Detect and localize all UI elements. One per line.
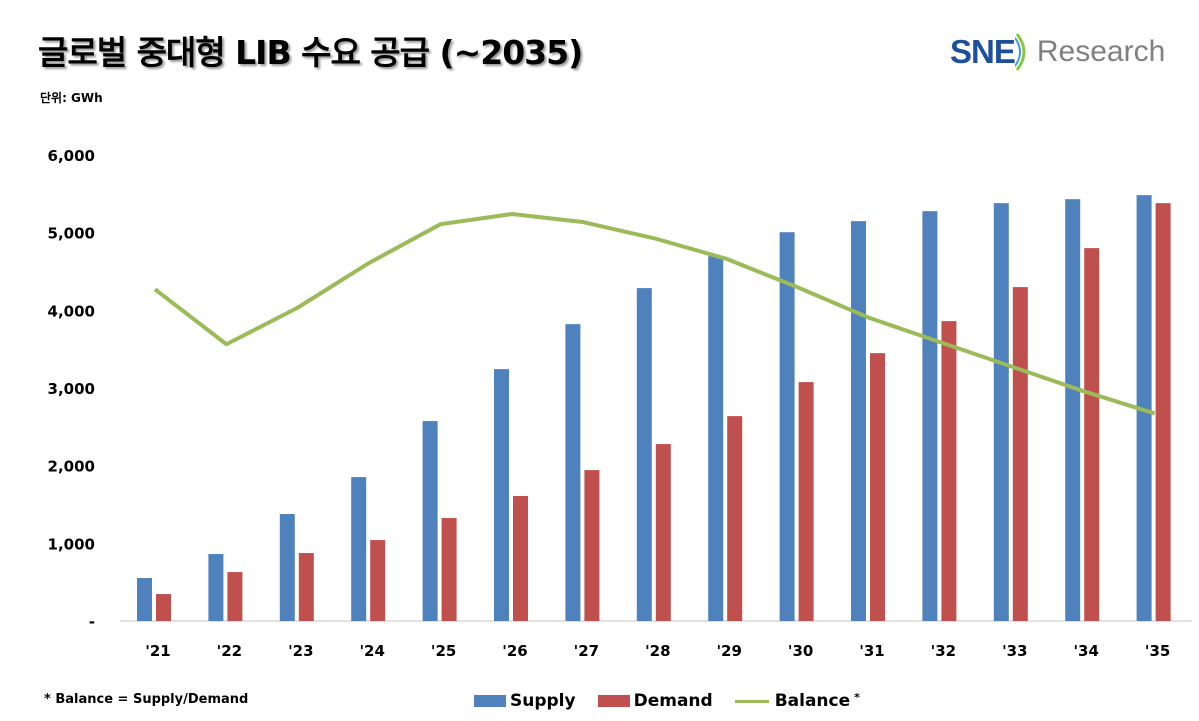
legend-swatch-demand bbox=[597, 695, 630, 707]
bar-supply bbox=[279, 514, 295, 621]
bar-supply bbox=[993, 203, 1009, 622]
bar-demand bbox=[156, 594, 171, 621]
legend-item-demand: Demand bbox=[597, 691, 713, 711]
footnote: * Balance = Supply/Demand bbox=[44, 692, 249, 707]
y-tick-label: 6,000 bbox=[48, 147, 95, 165]
x-tick-label: '29 bbox=[716, 642, 741, 660]
bar-supply bbox=[137, 578, 152, 621]
x-tick-label: '23 bbox=[288, 642, 313, 660]
bar-demand bbox=[584, 470, 600, 621]
x-tick-label: '30 bbox=[788, 642, 813, 660]
bar-demand bbox=[298, 553, 314, 621]
x-tick-label: '24 bbox=[359, 642, 384, 660]
bar-supply bbox=[636, 288, 652, 621]
bar-demand bbox=[727, 416, 743, 621]
bar-supply bbox=[208, 554, 224, 621]
bar-demand bbox=[870, 353, 885, 621]
bar-demand bbox=[513, 496, 528, 621]
x-tick-label: '21 bbox=[145, 642, 170, 660]
legend-label-demand: Demand bbox=[633, 691, 713, 711]
x-tick-label: '22 bbox=[217, 642, 242, 660]
bar-supply bbox=[565, 324, 581, 621]
sne-research-logo: SNE Research bbox=[950, 30, 1165, 74]
x-tick-label: '35 bbox=[1145, 642, 1170, 660]
bar-supply bbox=[851, 221, 866, 621]
x-tick-label: '25 bbox=[431, 642, 456, 660]
legend-label-supply: Supply bbox=[510, 691, 576, 711]
logo-mark: SNE bbox=[950, 33, 1016, 70]
bar-demand bbox=[227, 572, 243, 621]
bar-demand bbox=[941, 321, 957, 621]
bar-supply bbox=[1065, 199, 1081, 622]
legend-swatch-balance bbox=[734, 699, 769, 703]
bar-demand bbox=[1084, 248, 1100, 622]
legend-label-balance: Balance bbox=[774, 691, 851, 711]
y-tick-label: 1,000 bbox=[48, 535, 95, 553]
bar-demand bbox=[1155, 203, 1171, 622]
bar-demand bbox=[441, 518, 457, 621]
x-tick-label: '32 bbox=[931, 642, 956, 660]
bar-demand bbox=[798, 382, 814, 621]
legend-asterisk: * bbox=[854, 690, 860, 704]
y-tick-label: 2,000 bbox=[48, 458, 95, 476]
bar-supply bbox=[779, 232, 795, 621]
bar-demand bbox=[655, 444, 671, 621]
bar-supply bbox=[922, 211, 938, 621]
bar-supply bbox=[708, 256, 724, 621]
page-title: 글로벌 중대형 LIB 수요 공급 (~2035) bbox=[38, 33, 583, 72]
legend: Supply Demand Balance * bbox=[474, 691, 882, 711]
bar-supply bbox=[351, 477, 367, 621]
bar-supply bbox=[494, 369, 509, 621]
x-tick-label: '34 bbox=[1073, 642, 1098, 660]
y-tick-label: 5,000 bbox=[48, 225, 95, 243]
y-tick-label: - bbox=[89, 613, 95, 631]
legend-item-balance: Balance * bbox=[734, 690, 860, 711]
bar-supply bbox=[422, 421, 438, 621]
unit-label: 단위: GWh bbox=[40, 91, 103, 105]
bar-demand bbox=[370, 540, 386, 621]
y-tick-label: 4,000 bbox=[48, 302, 95, 320]
bar-demand bbox=[1012, 287, 1028, 621]
x-tick-label: '28 bbox=[645, 642, 670, 660]
legend-item-supply: Supply bbox=[474, 691, 576, 711]
logo-text: Research bbox=[1036, 35, 1166, 68]
logo-arc-icon bbox=[1014, 33, 1026, 71]
legend-swatch-supply bbox=[474, 695, 506, 707]
x-tick-label: '31 bbox=[859, 642, 884, 660]
x-tick-label: '26 bbox=[502, 642, 527, 660]
y-tick-label: 3,000 bbox=[48, 380, 95, 398]
x-tick-label: '27 bbox=[574, 642, 599, 660]
x-tick-label: '33 bbox=[1002, 642, 1027, 660]
